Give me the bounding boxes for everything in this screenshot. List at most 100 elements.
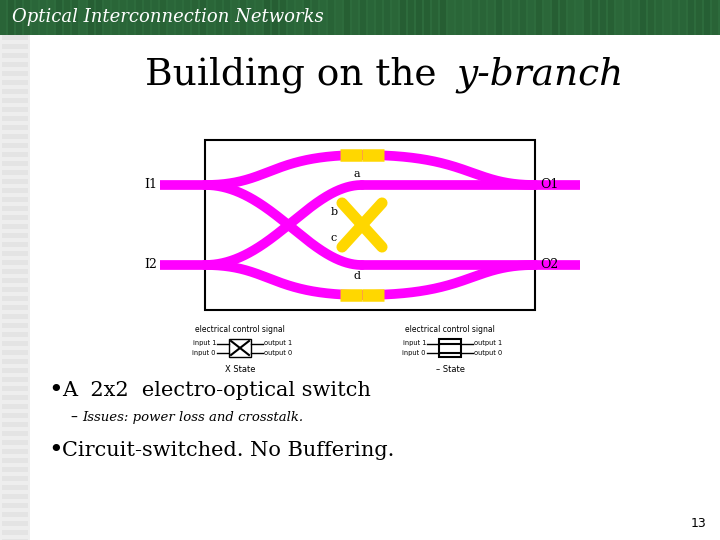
Bar <box>696 0 702 35</box>
Bar <box>2 116 28 121</box>
Bar <box>320 0 326 35</box>
Bar <box>168 0 174 35</box>
Bar <box>416 0 422 35</box>
Bar <box>264 0 270 35</box>
Bar <box>624 0 630 35</box>
Bar <box>2 134 28 139</box>
Bar <box>2 431 28 436</box>
Text: electrical control signal: electrical control signal <box>405 325 495 334</box>
Bar <box>368 0 374 35</box>
Bar <box>2 404 28 409</box>
Text: Building on the: Building on the <box>145 57 449 93</box>
Text: Circuit-switched. No Buffering.: Circuit-switched. No Buffering. <box>62 441 395 460</box>
Bar <box>512 0 518 35</box>
Bar <box>552 0 558 35</box>
Text: d: d <box>354 271 361 281</box>
Text: – State: – State <box>436 365 464 374</box>
Bar <box>408 0 414 35</box>
Bar <box>229 339 251 357</box>
Bar <box>488 0 494 35</box>
Bar <box>528 0 534 35</box>
Bar <box>2 494 28 499</box>
Text: I1: I1 <box>144 179 157 192</box>
Bar <box>712 0 718 35</box>
Bar <box>192 0 198 35</box>
Bar <box>640 0 646 35</box>
Bar <box>256 0 262 35</box>
Bar <box>2 512 28 517</box>
Bar <box>205 140 535 310</box>
Bar <box>0 0 6 35</box>
Bar <box>272 0 278 35</box>
Bar <box>32 0 38 35</box>
Bar <box>2 269 28 274</box>
Bar <box>2 278 28 283</box>
Text: output 0: output 0 <box>264 349 292 355</box>
Bar <box>296 0 302 35</box>
Text: •: • <box>48 438 63 462</box>
Bar <box>0 35 30 540</box>
Bar <box>208 0 214 35</box>
Bar <box>2 125 28 130</box>
Bar <box>40 0 46 35</box>
Bar <box>2 314 28 319</box>
Bar <box>2 296 28 301</box>
Bar <box>144 0 150 35</box>
Bar <box>560 0 566 35</box>
Bar <box>568 0 574 35</box>
Bar <box>176 0 182 35</box>
Bar <box>2 206 28 211</box>
Bar <box>472 0 478 35</box>
Bar <box>312 0 318 35</box>
Bar <box>440 0 446 35</box>
Bar <box>2 476 28 481</box>
Text: output 1: output 1 <box>474 341 502 347</box>
Bar <box>0 0 720 35</box>
Bar <box>80 0 86 35</box>
Bar <box>120 0 126 35</box>
Bar <box>384 0 390 35</box>
Bar <box>2 530 28 535</box>
Bar <box>344 0 350 35</box>
Text: b: b <box>330 207 338 217</box>
Bar <box>2 440 28 445</box>
Bar <box>632 0 638 35</box>
Bar <box>2 386 28 391</box>
Bar <box>2 503 28 508</box>
Bar <box>448 0 454 35</box>
Bar <box>464 0 470 35</box>
Text: output 1: output 1 <box>264 341 292 347</box>
Bar <box>48 0 54 35</box>
Bar <box>288 0 294 35</box>
Bar <box>2 215 28 220</box>
Text: input 0: input 0 <box>192 349 216 355</box>
Bar <box>72 0 78 35</box>
Bar <box>2 458 28 463</box>
Bar <box>2 152 28 157</box>
Bar <box>592 0 598 35</box>
Text: input 1: input 1 <box>402 341 426 347</box>
Bar <box>536 0 542 35</box>
Bar <box>352 0 358 35</box>
Bar <box>8 0 14 35</box>
Text: output 0: output 0 <box>474 349 503 355</box>
Bar <box>2 71 28 76</box>
Bar <box>2 170 28 175</box>
Text: electrical control signal: electrical control signal <box>195 325 285 334</box>
Bar <box>376 0 382 35</box>
Bar <box>616 0 622 35</box>
Bar <box>2 35 28 40</box>
Bar <box>2 287 28 292</box>
Bar <box>584 0 590 35</box>
Bar <box>152 0 158 35</box>
Bar <box>2 368 28 373</box>
Bar <box>2 89 28 94</box>
Bar <box>2 98 28 103</box>
Bar <box>2 341 28 346</box>
Bar <box>2 62 28 67</box>
Bar <box>2 53 28 58</box>
Bar <box>24 0 30 35</box>
Bar <box>432 0 438 35</box>
Bar <box>704 0 710 35</box>
Text: c: c <box>331 233 337 243</box>
